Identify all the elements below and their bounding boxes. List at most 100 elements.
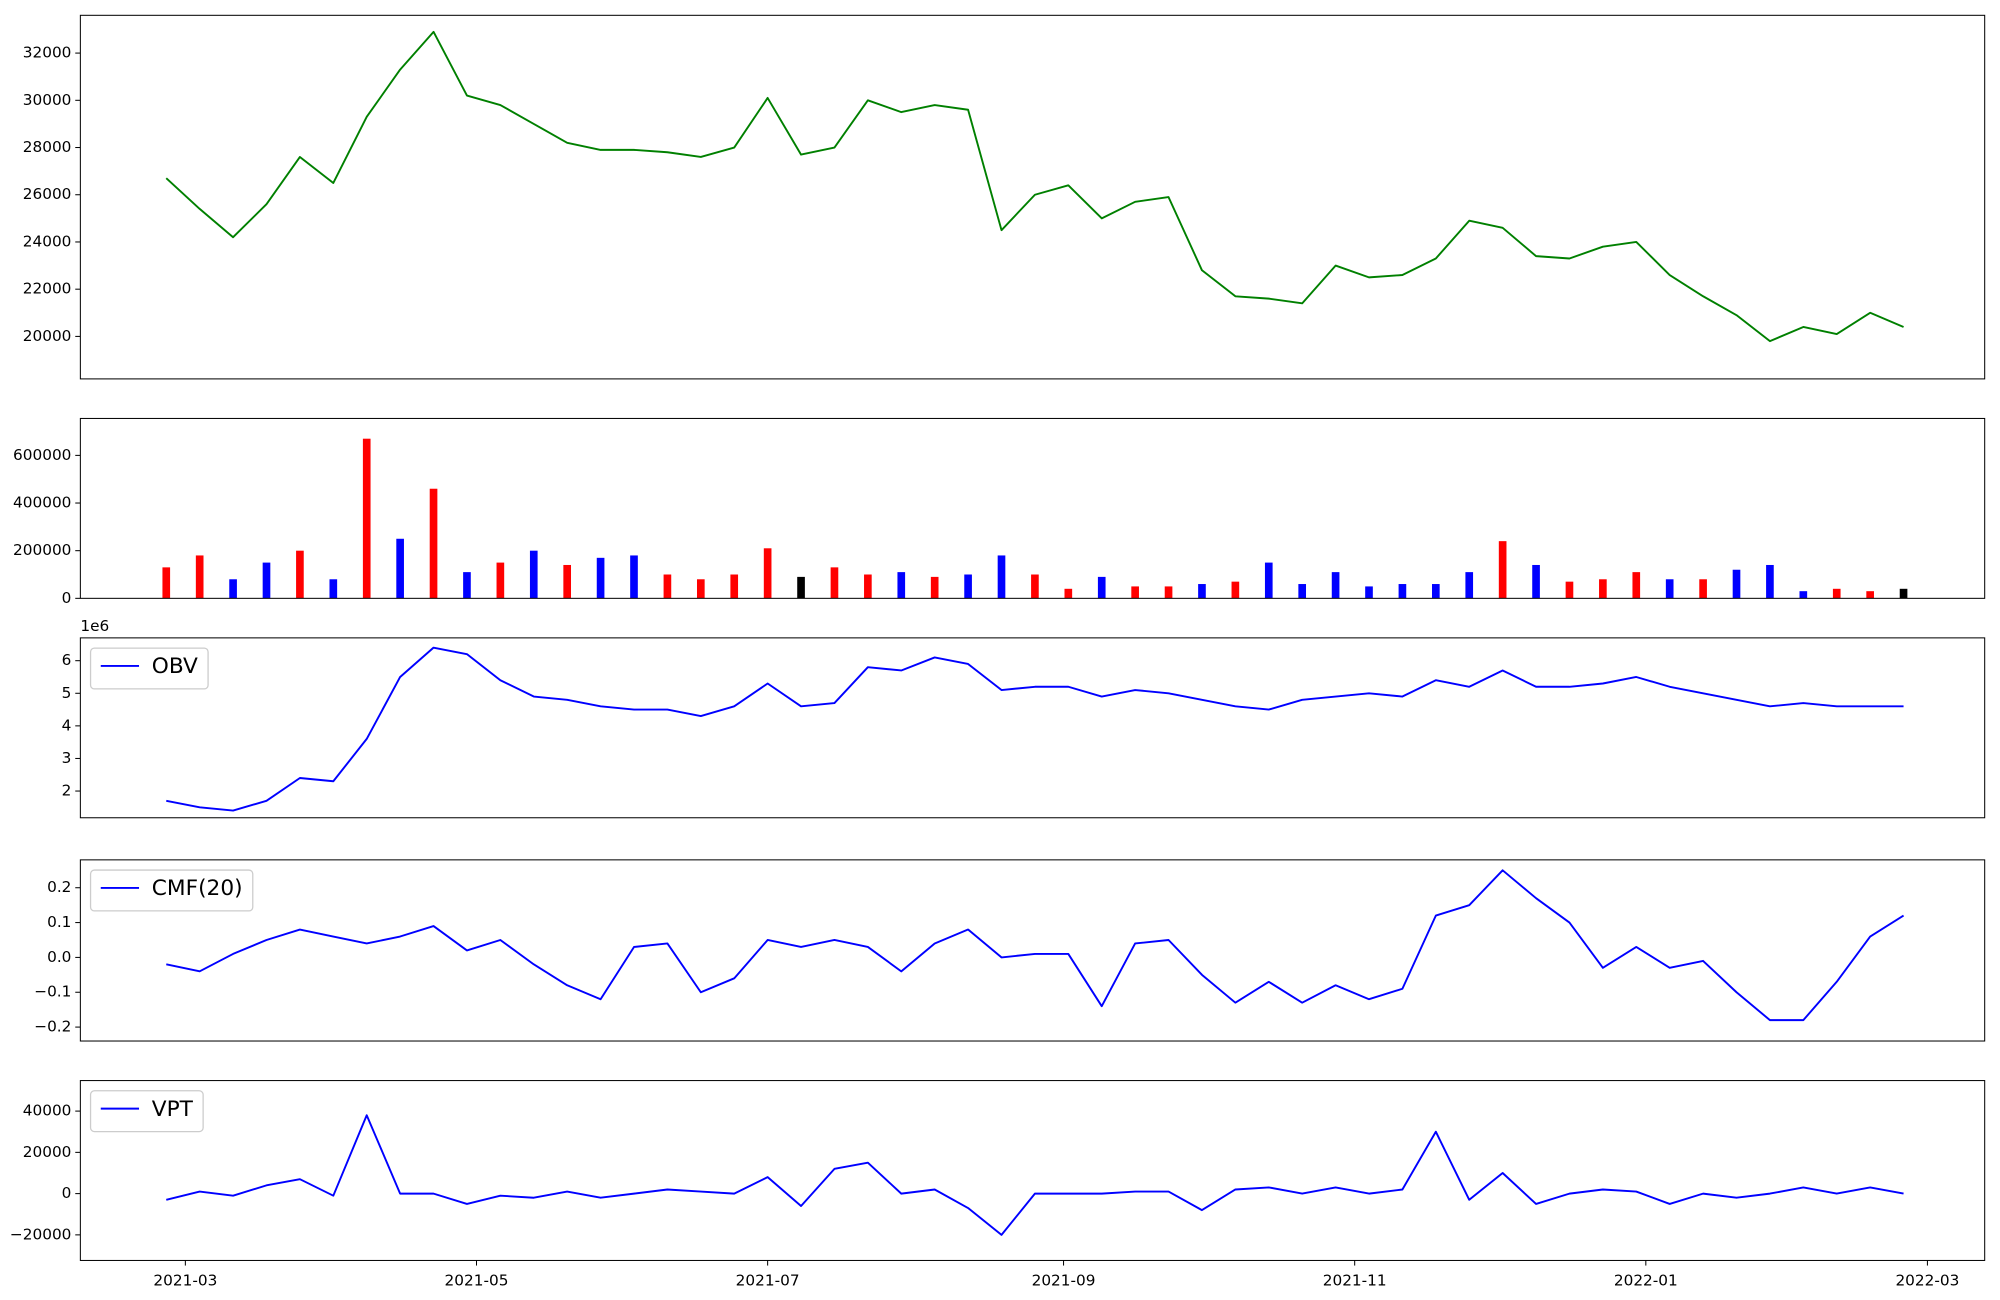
panel: 20000 22000 24000 26000 28000 30000 32000 [23, 14, 1986, 380]
y-tick-label: 4 [62, 716, 72, 734]
axes-frame [79, 417, 1986, 599]
bar [1766, 564, 1774, 599]
axes-frame [79, 859, 1986, 1042]
bar [897, 572, 906, 599]
bar [1699, 579, 1707, 599]
bar [563, 564, 572, 599]
x-tick-label: 2021-11 [1323, 1271, 1387, 1289]
legend: CMF(20) [89, 869, 254, 912]
bar [362, 438, 371, 599]
bar [696, 579, 705, 599]
line [166, 869, 1905, 1022]
bar [930, 576, 939, 599]
y-tick-label: 0 [62, 589, 72, 607]
bar [1799, 591, 1808, 599]
bar [596, 557, 605, 599]
x-tick-label: 2021-09 [1032, 1271, 1096, 1289]
bar [1832, 588, 1841, 599]
line [166, 646, 1904, 812]
bar [396, 538, 404, 599]
bar [1732, 569, 1741, 599]
bar [1632, 572, 1641, 599]
bar [1465, 572, 1474, 599]
bar [1064, 588, 1073, 599]
y-tick-label: −20000 [10, 1225, 71, 1243]
bar [1899, 588, 1908, 599]
y-tick-label: 20000 [23, 1143, 72, 1161]
bar [997, 555, 1006, 599]
bar [1398, 584, 1407, 599]
y-tick-label: 0.1 [47, 913, 71, 931]
legend-box [89, 869, 254, 912]
y-tick-label: 20000 [23, 327, 72, 345]
panel: −20000 0 20000 40000 2021-03 2021-05 2021-07 20… [10, 1080, 1986, 1289]
legend-label: VPT [152, 1097, 194, 1122]
bar [630, 555, 638, 599]
bar [1164, 586, 1173, 599]
bar [296, 550, 304, 599]
x-tick-label: 2021-05 [445, 1271, 509, 1289]
bar [1231, 581, 1240, 599]
panel: 0 200000 400000 600000 [13, 417, 1986, 607]
legend-label: CMF(20) [152, 876, 243, 901]
y-tick-label: 0.0 [47, 948, 71, 966]
legend-box [89, 647, 209, 690]
bar [797, 576, 805, 599]
y-tick-label: 0.2 [47, 878, 71, 896]
x-tick-label: 2021-03 [153, 1271, 217, 1289]
line [165, 30, 1904, 343]
x-tick-label: 2021-07 [736, 1271, 800, 1289]
bar [1097, 576, 1106, 599]
bar [1298, 584, 1307, 599]
panel: −0.2 −0.1 0.0 0.1 0.2 CMF(20) [34, 859, 1986, 1042]
bar [429, 488, 438, 599]
bar [730, 574, 739, 599]
bar [1866, 591, 1874, 599]
bar [463, 572, 471, 599]
bar [1565, 581, 1574, 599]
y-tick-label: 28000 [23, 138, 72, 156]
y-tick-label: 6 [62, 651, 72, 669]
y-tick-label: 32000 [23, 44, 72, 62]
panel: 2 3 4 5 6 1e6 OBV [62, 617, 1986, 819]
y-tick-label: 24000 [23, 232, 72, 250]
axes-frame [79, 14, 1986, 380]
bar [529, 550, 538, 599]
y-tick-label: 2 [62, 782, 72, 800]
bar [1599, 579, 1607, 599]
bar [1498, 541, 1507, 599]
bar [1198, 584, 1206, 599]
bar [1264, 562, 1273, 599]
y-tick-label: 26000 [23, 185, 72, 203]
x-tick-label: 2022-01 [1614, 1271, 1678, 1289]
line [166, 1114, 1904, 1236]
y-tick-label: 22000 [23, 280, 72, 298]
y-tick-label: 30000 [23, 91, 72, 109]
y-tick-label: 200000 [13, 541, 71, 559]
bar [763, 548, 772, 599]
bar [864, 574, 872, 599]
axes-frame [79, 1080, 1986, 1261]
legend: VPT [89, 1090, 204, 1133]
bar [162, 567, 171, 599]
y-tick-label: 40000 [23, 1102, 72, 1120]
bar [1532, 564, 1540, 599]
y-tick-label: −0.2 [34, 1018, 71, 1036]
legend-box [89, 1090, 204, 1133]
bar [195, 555, 204, 599]
y-tick-label: 600000 [13, 446, 71, 464]
x-tick-label: 2022-03 [1895, 1271, 1959, 1289]
bar [1031, 574, 1039, 599]
bar [229, 579, 237, 599]
bar [329, 579, 338, 599]
y-tick-label: −0.1 [34, 983, 71, 1001]
axes-frame [79, 637, 1986, 819]
bar [1131, 586, 1139, 599]
y-tick-label: 3 [62, 749, 72, 767]
bar [262, 562, 271, 599]
bar [1365, 586, 1373, 599]
bar [1431, 584, 1440, 599]
